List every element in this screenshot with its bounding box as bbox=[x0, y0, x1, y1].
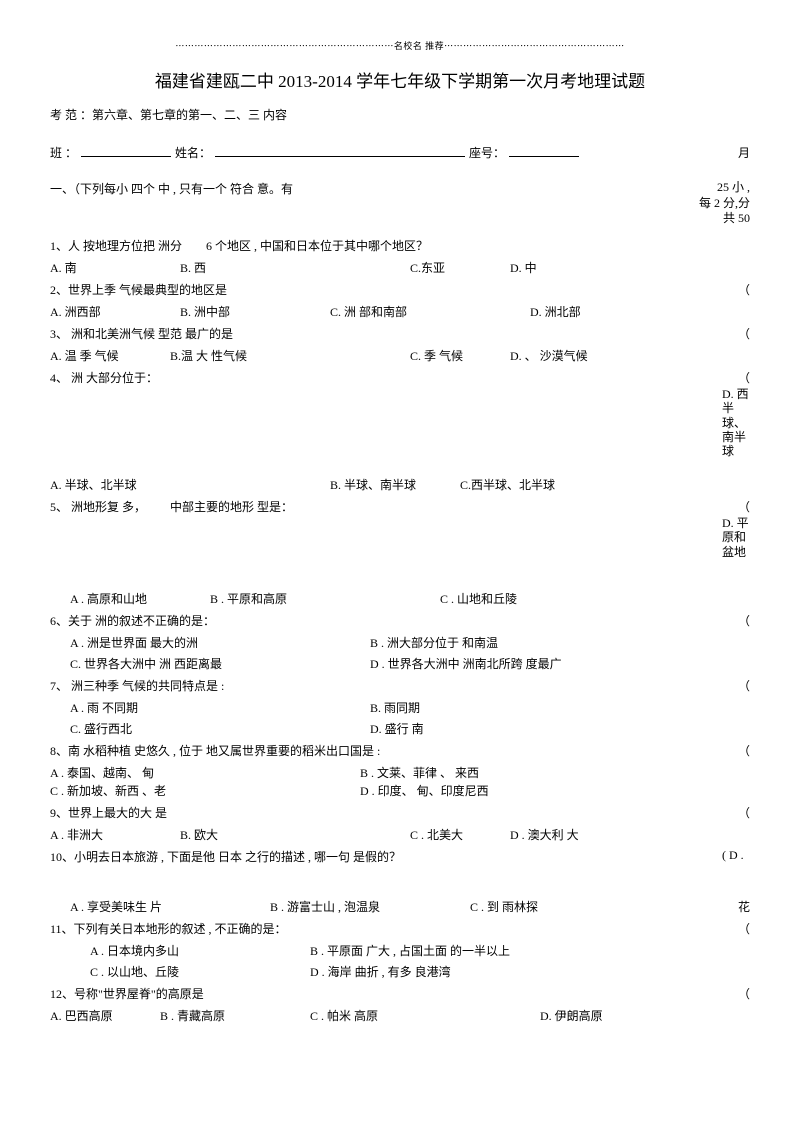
q11-opt-a: A . 日本境内多山 bbox=[90, 942, 310, 960]
q1-opt-b: B. 西 bbox=[180, 259, 410, 277]
q7-opt-b: B. 雨同期 bbox=[370, 699, 750, 717]
q5-opt-c: C . 山地和丘陵 bbox=[440, 590, 560, 608]
q3-opt-b: B.温 大 性气候 bbox=[170, 347, 410, 365]
class-label: 班 ： bbox=[50, 144, 77, 162]
q7-text: 7、 洲三种季 气候的共同特点是 :（ bbox=[50, 677, 750, 695]
name-blank bbox=[215, 145, 465, 157]
q9-opt-a: A . 非洲大 bbox=[50, 826, 180, 844]
q9-options: A . 非洲大 B. 欧大 C . 北美大 D . 澳大利 大 bbox=[50, 826, 750, 844]
section-intro-text: 一、（下列每小 四个 中 , 只有一个 符合 意。有 bbox=[50, 180, 293, 227]
name-label: 姓名： bbox=[175, 144, 211, 162]
q8-options-cd: C . 新加坡、新西 、老 D . 印度、 甸、印度尼西 bbox=[50, 782, 750, 800]
q6-text: 6、关于 洲的叙述不正确的是：（ bbox=[50, 612, 750, 630]
q3-options: A. 温 季 气候 B.温 大 性气候 C. 季 气候 D. 、 沙漠气候 bbox=[50, 347, 750, 365]
q10-options: A . 享受美味生 片 B . 游富士山 , 泡温泉 C . 到 雨林探 花 bbox=[70, 898, 750, 916]
q7-opt-a: A . 雨 不同期 bbox=[70, 699, 370, 717]
q11-opt-b: B . 平原面 广大 , 占国土面 的一半以上 bbox=[310, 942, 510, 960]
q5-opt-d: D. 平原和盆地 bbox=[722, 516, 750, 559]
q11-opt-d: D . 海岸 曲折 , 有多 良港湾 bbox=[310, 963, 451, 981]
q12-opt-a: A. 巴西高原 bbox=[50, 1007, 160, 1025]
month-label: 月 bbox=[738, 144, 750, 162]
q4-text: 4、 洲 大部分位于：（ bbox=[50, 369, 750, 387]
q1-opt-c: C.东亚 bbox=[410, 259, 510, 277]
q4-opt-b: B. 半球、南半球 bbox=[330, 476, 460, 494]
q11-options-ab: A . 日本境内多山 B . 平原面 广大 , 占国土面 的一半以上 bbox=[90, 942, 750, 960]
q10-opt-b: B . 游富士山 , 泡温泉 bbox=[270, 898, 470, 916]
q4-options: A. 半球、北半球 B. 半球、南半球 C.西半球、北半球 bbox=[50, 476, 750, 494]
q2-opt-a: A. 洲西部 bbox=[50, 303, 180, 321]
q9-opt-b: B. 欧大 bbox=[180, 826, 410, 844]
q4-block: 4、 洲 大部分位于：（ D. 西半球、南半球 A. 半球、北半球 B. 半球、… bbox=[50, 369, 750, 494]
seat-blank bbox=[509, 145, 579, 157]
q5-options: A . 高原和山地 B . 平原和高原 C . 山地和丘陵 bbox=[70, 590, 750, 608]
q12-text: 12、号称"世界屋脊"的高原是（ bbox=[50, 985, 750, 1003]
q10-opt-d-paren: ( D . bbox=[722, 848, 750, 862]
q6-options-ab: A . 洲是世界面 最大的洲 B . 洲大部分位于 和南温 bbox=[70, 634, 750, 652]
q3-opt-a: A. 温 季 气候 bbox=[50, 347, 170, 365]
q12-opt-d: D. 伊朗高原 bbox=[540, 1007, 750, 1025]
page-title: 福建省建瓯二中 2013-2014 学年七年级下学期第一次月考地理试题 bbox=[50, 69, 750, 95]
q4-opt-a: A. 半球、北半球 bbox=[50, 476, 330, 494]
q7-opt-c: C. 盛行西北 bbox=[70, 720, 370, 738]
q1-text: 1、人 按地理方位把 洲分 6 个地区 , 中国和日本位于其中哪个地区？ bbox=[50, 237, 750, 255]
q7-opt-d: D. 盛行 南 bbox=[370, 720, 750, 738]
q9-opt-c: C . 北美大 bbox=[410, 826, 510, 844]
q6-opt-b: B . 洲大部分位于 和南温 bbox=[370, 634, 750, 652]
q2-opt-b: B. 洲中部 bbox=[180, 303, 330, 321]
student-info-row: 班 ： 姓名： 座号： 月 bbox=[50, 144, 750, 162]
q5-block: 5、 洲地形复 多， 中部主要的地形 型是：（ D. 平原和盆地 A . 高原和… bbox=[50, 498, 750, 608]
q10-block: 10、小明去日本旅游 , 下面是他 日本 之行的描述 , 哪一句 是假的？ ( … bbox=[50, 848, 750, 916]
q2-options: A. 洲西部 B. 洲中部 C. 洲 部和南部 D. 洲北部 bbox=[50, 303, 750, 321]
seat-label: 座号： bbox=[469, 144, 505, 162]
q8-opt-b: B . 文莱、菲律 、 来西 bbox=[360, 764, 479, 782]
q1-opt-a: A. 南 bbox=[50, 259, 180, 277]
q1-options: A. 南 B. 西 C.东亚 D. 中 bbox=[50, 259, 750, 277]
q8-text: 8、南 水稻种植 史悠久 , 位于 地又属世界重要的稻米出口国是 :（ bbox=[50, 742, 750, 760]
q4-opt-d: D. 西半球、南半球 bbox=[722, 387, 750, 459]
q2-opt-c: C. 洲 部和南部 bbox=[330, 303, 530, 321]
q8-opt-a: A . 泰国、越南、 甸 bbox=[50, 764, 360, 782]
q3-text: 3、 洲和北美洲气候 型范 最广的是（ bbox=[50, 325, 750, 343]
q2-text: 2、世界上季 气候最典型的地区是（ bbox=[50, 281, 750, 299]
q7-options-ab: A . 雨 不同期 B. 雨同期 bbox=[70, 699, 750, 717]
q3-opt-c: C. 季 气候 bbox=[410, 347, 510, 365]
q4-opt-c: C.西半球、北半球 bbox=[460, 476, 580, 494]
q12-opt-c: C . 帕米 高原 bbox=[310, 1007, 540, 1025]
q1-opt-d: D. 中 bbox=[510, 259, 750, 277]
q6-options-cd: C. 世界各大洲中 洲 西距离最 D . 世界各大洲中 洲南北所跨 度最广 bbox=[70, 655, 750, 673]
q8-opt-c: C . 新加坡、新西 、老 bbox=[50, 782, 360, 800]
q11-opt-c: C . 以山地、丘陵 bbox=[90, 963, 310, 981]
q9-text: 9、世界上最大的大 是（ bbox=[50, 804, 750, 822]
q10-opt-a: A . 享受美味生 片 bbox=[70, 898, 270, 916]
q6-opt-d: D . 世界各大洲中 洲南北所跨 度最广 bbox=[370, 655, 750, 673]
q5-text: 5、 洲地形复 多， 中部主要的地形 型是：（ bbox=[50, 498, 750, 516]
q10-opt-c: C . 到 雨林探 bbox=[470, 898, 620, 916]
header-dots: ⋯⋯⋯⋯⋯⋯⋯⋯⋯⋯⋯⋯⋯⋯⋯⋯⋯⋯⋯⋯⋯⋯⋯名校名 推荐⋯⋯⋯⋯⋯⋯⋯⋯⋯⋯⋯… bbox=[50, 40, 750, 54]
q5-opt-a: A . 高原和山地 bbox=[70, 590, 210, 608]
q5-opt-b: B . 平原和高原 bbox=[210, 590, 440, 608]
q12-options: A. 巴西高原 B . 青藏高原 C . 帕米 高原 D. 伊朗高原 bbox=[50, 1007, 750, 1025]
score-note: 25 小 , 每 2 分,分 共 50 bbox=[699, 180, 750, 227]
q9-opt-d: D . 澳大利 大 bbox=[510, 826, 750, 844]
q6-opt-a: A . 洲是世界面 最大的洲 bbox=[70, 634, 370, 652]
q3-opt-d: D. 、 沙漠气候 bbox=[510, 347, 750, 365]
q10-text: 10、小明去日本旅游 , 下面是他 日本 之行的描述 , 哪一句 是假的？ bbox=[50, 848, 750, 866]
q11-text: 11、下列有关日本地形的叙述 , 不正确的是：（ bbox=[50, 920, 750, 938]
q12-opt-b: B . 青藏高原 bbox=[160, 1007, 310, 1025]
q10-opt-d-suffix: 花 bbox=[620, 898, 750, 916]
q7-options-cd: C. 盛行西北 D. 盛行 南 bbox=[70, 720, 750, 738]
section-intro: 一、（下列每小 四个 中 , 只有一个 符合 意。有 25 小 , 每 2 分,… bbox=[50, 180, 750, 227]
exam-range: 考 范 ：第六章、第七章的第一、二、三 内容 bbox=[50, 106, 750, 124]
class-blank bbox=[81, 145, 171, 157]
q6-opt-c: C. 世界各大洲中 洲 西距离最 bbox=[70, 655, 370, 673]
q8-options-ab: A . 泰国、越南、 甸 B . 文莱、菲律 、 来西 bbox=[50, 764, 750, 782]
q2-opt-d: D. 洲北部 bbox=[530, 303, 750, 321]
q11-options-cd: C . 以山地、丘陵 D . 海岸 曲折 , 有多 良港湾 bbox=[90, 963, 750, 981]
q8-opt-d: D . 印度、 甸、印度尼西 bbox=[360, 782, 489, 800]
